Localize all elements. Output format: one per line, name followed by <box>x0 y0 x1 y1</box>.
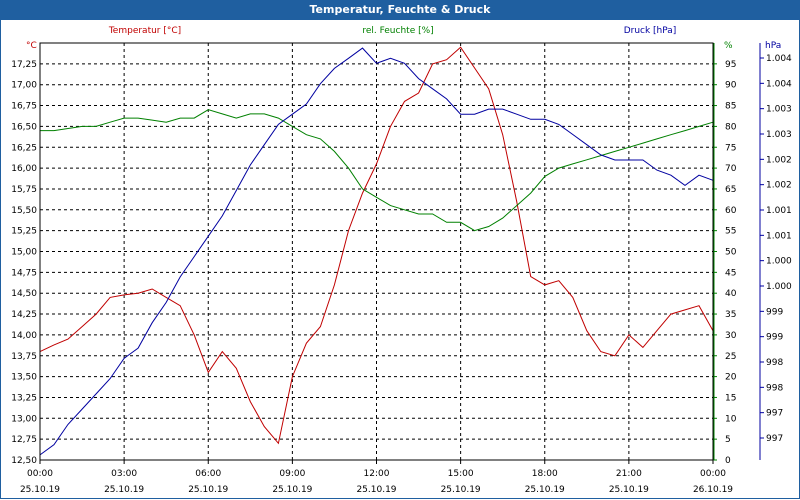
x-tick-label-time: 00:00 <box>27 469 53 479</box>
humidity-tick-label: 5 <box>725 435 731 445</box>
x-tick-label-date: 26.10.19 <box>693 485 733 495</box>
pressure-tick-label: 1.004 <box>766 54 792 64</box>
temperature-tick-label: 12,75 <box>11 435 37 445</box>
temperature-tick-label: 15,25 <box>11 227 37 237</box>
humidity-tick-label: 40 <box>725 289 737 299</box>
humidity-tick-label: 35 <box>725 310 736 320</box>
window-title: Temperatur, Feuchte & Druck <box>0 0 800 20</box>
x-tick-label-time: 21:00 <box>616 469 642 479</box>
pressure-tick-label: 1.000 <box>766 257 792 267</box>
pressure-tick-label: 997 <box>766 409 783 419</box>
pressure-tick-label: 997 <box>766 434 783 444</box>
humidity-tick-label: 80 <box>725 122 737 132</box>
x-tick-label-date: 25.10.19 <box>104 485 144 495</box>
pressure-tick-label: 1.004 <box>766 79 792 89</box>
humidity-tick-label: 25 <box>725 352 736 362</box>
pressure-tick-label: 998 <box>766 358 783 368</box>
pressure-tick-label: 999 <box>766 333 783 343</box>
pressure-tick-label: 1.003 <box>766 105 792 115</box>
humidity-tick-label: 90 <box>725 81 737 91</box>
humidity-tick-label: 30 <box>725 331 737 341</box>
humidity-unit: % <box>724 41 733 51</box>
x-tick-label-time: 03:00 <box>111 469 137 479</box>
temperature-tick-label: 16,25 <box>11 143 37 153</box>
x-tick-label-date: 25.10.19 <box>441 485 481 495</box>
temperature-tick-label: 17,25 <box>11 60 37 70</box>
pressure-tick-label: 1.001 <box>766 231 792 241</box>
x-tick-label-date: 25.10.19 <box>272 485 312 495</box>
humidity-tick-label: 0 <box>725 456 731 466</box>
humidity-tick-label: 20 <box>725 373 737 383</box>
temperature-tick-label: 17,00 <box>11 81 37 91</box>
humidity-tick-label: 85 <box>725 102 736 112</box>
humidity-tick-label: 95 <box>725 60 736 70</box>
x-tick-label-time: 15:00 <box>448 469 474 479</box>
pressure-tick-label: 1.002 <box>766 181 792 191</box>
temperature-tick-label: 13,50 <box>11 373 37 383</box>
humidity-axis-title: rel. Feuchte [%] <box>362 26 433 36</box>
humidity-tick-label: 50 <box>725 248 737 258</box>
pressure-tick-label: 1.002 <box>766 155 792 165</box>
humidity-tick-label: 10 <box>725 414 737 424</box>
grid-lines <box>39 43 764 464</box>
humidity-tick-label: 65 <box>725 185 736 195</box>
humidity-tick-label: 75 <box>725 143 736 153</box>
temperature-tick-label: 15,50 <box>11 206 37 216</box>
pressure-series-line <box>39 47 714 456</box>
series-lines <box>39 46 714 456</box>
pressure-tick-label: 1.000 <box>766 282 792 292</box>
temperature-tick-label: 13,25 <box>11 393 37 403</box>
humidity-series-line <box>40 109 714 232</box>
temperature-tick-label: 14,75 <box>11 268 37 278</box>
temperature-axis-title: Temperatur [°C] <box>108 26 181 36</box>
pressure-tick-label: 1.001 <box>766 206 792 216</box>
temperature-tick-label: 16,75 <box>11 102 37 112</box>
temperature-unit: °C <box>26 41 37 51</box>
x-tick-label-date: 25.10.19 <box>525 485 565 495</box>
x-tick-label-time: 00:00 <box>700 469 726 479</box>
humidity-tick-label: 60 <box>725 206 737 216</box>
temperature-tick-label: 14,00 <box>11 331 37 341</box>
x-tick-label-time: 09:00 <box>279 469 305 479</box>
temperature-tick-label: 15,00 <box>11 248 37 258</box>
humidity-tick-label: 15 <box>725 393 736 403</box>
temperature-tick-label: 14,25 <box>11 310 37 320</box>
temperature-tick-label: 13,00 <box>11 414 37 424</box>
temperature-tick-label: 14,50 <box>11 289 37 299</box>
temperature-tick-label: 12,50 <box>11 456 37 466</box>
x-tick-label-time: 06:00 <box>195 469 221 479</box>
temperature-tick-label: 13,75 <box>11 352 37 362</box>
pressure-tick-label: 1.003 <box>766 130 792 140</box>
x-tick-label-date: 25.10.19 <box>188 485 228 495</box>
tick-labels: 00:00 25.10.19 03:00 25.10.19 06:00 25.10.19 0… <box>11 54 792 495</box>
pressure-tick-label: 998 <box>766 383 783 393</box>
x-tick-label-time: 18:00 <box>532 469 558 479</box>
temperature-tick-label: 16,50 <box>11 122 37 132</box>
plot-area <box>39 42 714 461</box>
pressure-tick-label: 999 <box>766 307 783 317</box>
x-tick-label-time: 12:00 <box>364 469 390 479</box>
x-tick-label-date: 25.10.19 <box>20 485 60 495</box>
pressure-unit: hPa <box>765 41 781 51</box>
humidity-tick-label: 45 <box>725 268 736 278</box>
temperature-series-line <box>39 46 714 445</box>
humidity-tick-label: 70 <box>725 164 737 174</box>
x-tick-label-date: 25.10.19 <box>609 485 649 495</box>
temperature-tick-label: 15,75 <box>11 185 37 195</box>
humidity-tick-label: 55 <box>725 227 736 237</box>
temperature-tick-label: 16,00 <box>11 164 37 174</box>
pressure-axis-title: Druck [hPa] <box>624 26 677 36</box>
x-tick-label-date: 25.10.19 <box>356 485 396 495</box>
